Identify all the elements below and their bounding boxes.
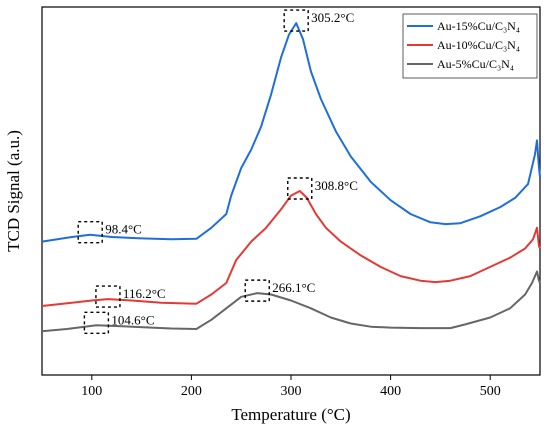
peak-label-3: 116.2°C (123, 286, 166, 301)
series-line-2 (41, 270, 541, 333)
peak-label-2: 308.8°C (315, 178, 358, 193)
peak-label-5: 104.6°C (111, 312, 154, 327)
x-axis-title: Temperature (°C) (231, 405, 350, 424)
peak-label-1: 98.4°C (105, 222, 142, 237)
series-line-1 (41, 190, 541, 307)
x-tick-label-400: 400 (380, 384, 401, 399)
x-tick-label-200: 200 (181, 384, 202, 399)
x-tick-label-100: 100 (81, 384, 102, 399)
legend-label-0: Au-15%Cu/C₃N₄ (437, 19, 520, 33)
peak-box-2 (287, 177, 313, 200)
x-tick-label-300: 300 (281, 384, 302, 399)
x-axis-ticks: 100 200 300 400 500 (81, 375, 501, 399)
series-line-0 (41, 22, 541, 243)
legend-label-1: Au-10%Cu/C₃N₄ (437, 38, 520, 52)
annotations: 305.2°C 98.4°C 308.8°C 116.2°C 266.1°C 104.6°… (77, 9, 358, 335)
legend-box (402, 13, 538, 79)
legend: Au-15%Cu/C₃N₄ Au-10%Cu/C₃N₄ Au-5%Cu/C₃N₄ (402, 13, 538, 79)
peak-box-3 (95, 285, 121, 308)
peak-box-4 (244, 279, 270, 302)
peak-box-1 (77, 220, 103, 244)
peak-box-5 (83, 311, 110, 335)
x-tick-label-500: 500 (480, 384, 501, 399)
series-group (41, 22, 541, 333)
y-axis-title: TCD Signal (a.u.) (4, 130, 23, 252)
peak-label-0: 305.2°C (311, 10, 354, 25)
peak-label-4: 266.1°C (272, 280, 315, 295)
legend-label-2: Au-5%Cu/C₃N₄ (437, 57, 514, 71)
peak-box-0 (283, 9, 309, 32)
